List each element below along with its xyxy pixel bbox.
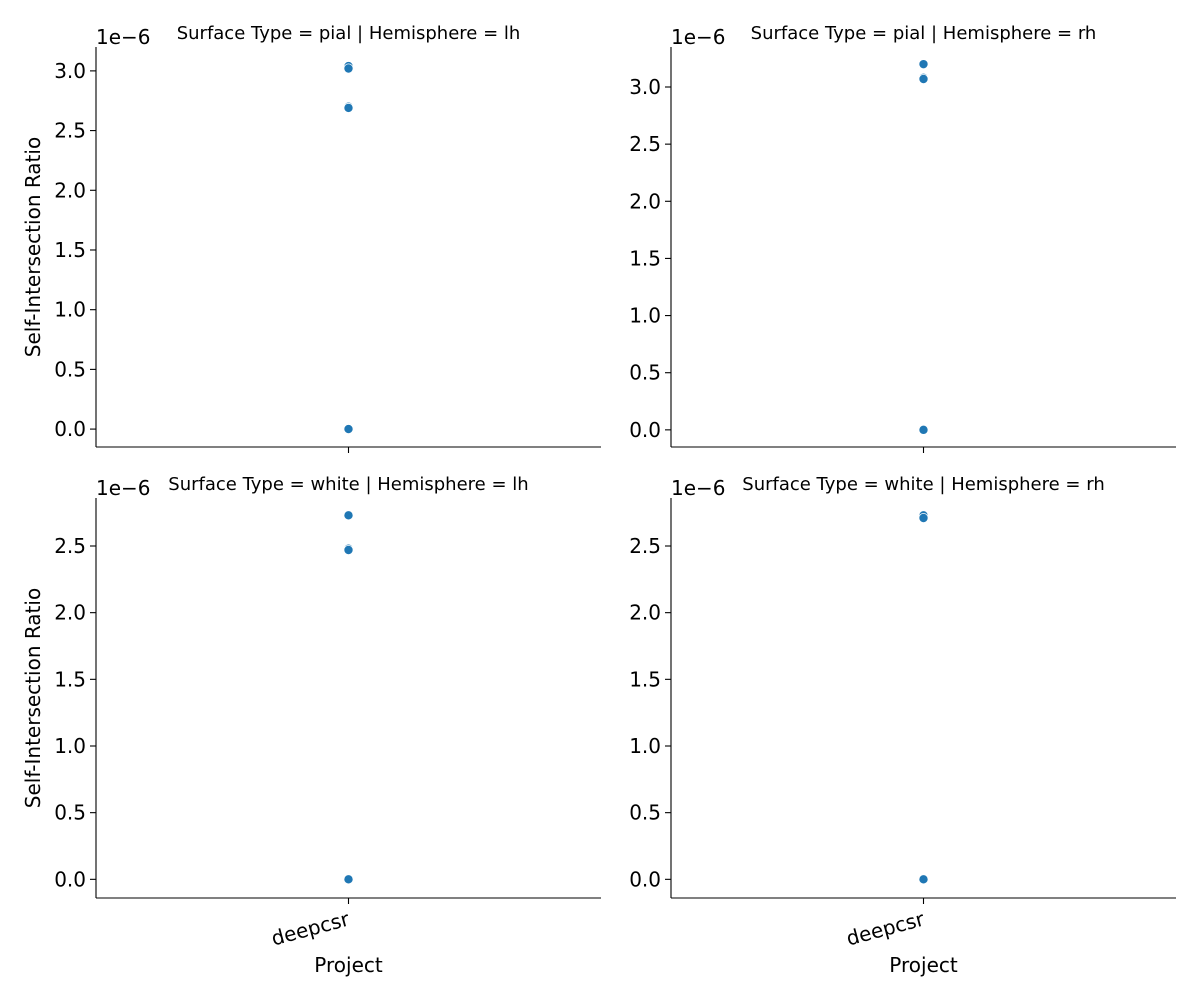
y-tick-label: 3.0 (629, 75, 661, 99)
scatter-point (343, 424, 354, 435)
scatter-point (918, 59, 929, 70)
y-tick-label: 1.5 (629, 667, 661, 691)
y-tick-label: 1.0 (629, 734, 661, 758)
panel-title: Surface Type = white | Hemisphere = lh (168, 474, 528, 495)
x-axis-label: Project (314, 953, 383, 977)
y-offset-text: 1e−6 (96, 25, 151, 49)
y-tick-label: 2.5 (54, 534, 86, 558)
panel-title: Surface Type = pial | Hemisphere = rh (751, 23, 1097, 44)
y-offset-text: 1e−6 (96, 476, 151, 500)
y-tick-label: 1.5 (54, 238, 86, 262)
y-tick-label: 1.5 (54, 667, 86, 691)
scatter-point (343, 102, 354, 113)
y-tick-label: 1.0 (54, 298, 86, 322)
y-tick-label: 0.0 (54, 867, 86, 891)
scatter-point (918, 424, 929, 435)
facet-panel-1: Surface Type = pial | Hemisphere = lh 1e−… (21, 23, 601, 453)
y-tick-label: 0.0 (629, 867, 661, 891)
scatter-point (918, 513, 929, 524)
y-tick-label: 0.5 (54, 357, 86, 381)
y-tick-label: 0.0 (629, 418, 661, 442)
y-offset-text: 1e−6 (671, 25, 726, 49)
facet-panel-3: Surface Type = white | Hemisphere = lh 1e… (21, 474, 601, 977)
y-tick-label: 2.5 (629, 132, 661, 156)
y-tick-label: 2.0 (54, 178, 86, 202)
y-tick-label: 2.5 (54, 119, 86, 143)
y-tick-label: 1.0 (629, 304, 661, 328)
x-axis-label: Project (889, 953, 958, 977)
y-tick-label: 2.5 (629, 534, 661, 558)
scatter-point (343, 874, 354, 885)
panels-layer: Surface Type = pial | Hemisphere = lh 1e−… (21, 23, 1176, 977)
y-axis-label: Self-Intersection Ratio (21, 588, 45, 808)
y-axis-label: Self-Intersection Ratio (21, 137, 45, 357)
scatter-point (343, 545, 354, 556)
panel-title: Surface Type = pial | Hemisphere = lh (177, 23, 521, 44)
y-tick-label: 2.0 (54, 601, 86, 625)
panel-title: Surface Type = white | Hemisphere = rh (742, 474, 1104, 495)
scatter-point (343, 63, 354, 74)
scatter-point (918, 74, 929, 85)
y-tick-label: 2.0 (629, 601, 661, 625)
y-offset-text: 1e−6 (671, 476, 726, 500)
y-tick-label: 3.0 (54, 59, 86, 83)
y-tick-label: 0.5 (629, 801, 661, 825)
y-tick-label: 0.5 (54, 801, 86, 825)
scatter-point (343, 510, 354, 521)
y-tick-label: 0.0 (54, 417, 86, 441)
y-tick-label: 1.0 (54, 734, 86, 758)
facet-panel-2: Surface Type = pial | Hemisphere = rh 1e−… (629, 23, 1176, 453)
y-tick-label: 2.0 (629, 189, 661, 213)
scatter-point (918, 874, 929, 885)
y-tick-label: 1.5 (629, 246, 661, 270)
y-tick-label: 0.5 (629, 361, 661, 385)
